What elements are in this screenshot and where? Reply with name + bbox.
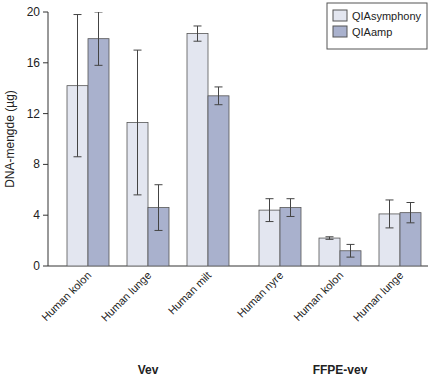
error-cap: [266, 221, 274, 222]
error-cap: [95, 65, 103, 66]
error-bar: [194, 26, 202, 41]
error-line: [410, 203, 411, 223]
y-tick: [43, 164, 48, 165]
legend: QIAsymphony QIAamp: [327, 3, 427, 49]
y-tick: [43, 12, 48, 13]
error-cap: [134, 50, 142, 51]
error-cap: [347, 244, 355, 245]
legend-label: QIAamp: [352, 26, 392, 38]
y-tick-label: 0: [33, 259, 40, 273]
error-bar: [347, 244, 355, 257]
y-tick: [43, 62, 48, 63]
y-tick-label: 4: [33, 208, 40, 222]
error-bar: [134, 50, 142, 195]
error-cap: [74, 156, 82, 157]
x-tick-label: Human kolon: [291, 269, 345, 323]
error-cap: [287, 216, 295, 217]
error-cap: [74, 14, 82, 15]
chart: 048121620DNA-mengde (µg)Human kolonHuman…: [0, 0, 431, 382]
error-cap: [386, 227, 394, 228]
error-line: [98, 12, 99, 65]
error-cap: [287, 198, 295, 199]
x-tick-label: Human lunge: [351, 269, 406, 324]
error-cap: [326, 236, 334, 237]
x-tick-label: Human kolon: [39, 269, 93, 323]
y-tick-label: 16: [27, 56, 41, 70]
y-tick: [43, 266, 48, 267]
error-bar: [74, 15, 82, 157]
y-tick-label: 20: [27, 5, 41, 19]
error-bar: [266, 199, 274, 222]
bar: [319, 238, 340, 266]
error-line: [290, 199, 291, 217]
error-bar: [287, 199, 295, 217]
x-tick-label: Human milt: [166, 269, 214, 317]
y-axis: [48, 12, 49, 266]
error-cap: [407, 222, 415, 223]
bar: [88, 39, 109, 266]
bars: [67, 12, 421, 266]
error-line: [269, 199, 270, 222]
bar: [280, 208, 301, 266]
error-bar: [407, 203, 415, 223]
error-line: [218, 87, 219, 105]
error-line: [137, 50, 138, 195]
bar: [208, 96, 229, 266]
error-cap: [215, 104, 223, 105]
error-bar: [326, 237, 334, 240]
error-line: [197, 26, 198, 41]
y-tick: [43, 113, 48, 114]
legend-swatch: [333, 10, 347, 21]
error-cap: [95, 12, 103, 13]
group-label: Vev: [138, 363, 159, 377]
error-cap: [134, 194, 142, 195]
error-bar: [386, 200, 394, 228]
error-bar: [215, 87, 223, 105]
error-cap: [215, 86, 223, 87]
error-cap: [386, 199, 394, 200]
bar: [187, 34, 208, 266]
legend-box: [327, 3, 427, 49]
error-bar: [95, 12, 103, 65]
error-cap: [155, 230, 163, 231]
error-cap: [347, 257, 355, 258]
error-cap: [407, 202, 415, 203]
error-line: [389, 200, 390, 228]
y-tick: [43, 215, 48, 216]
y-tick-label: 8: [33, 157, 40, 171]
error-cap: [266, 198, 274, 199]
y-axis-label: DNA-mengde (µg): [3, 90, 17, 188]
error-line: [77, 15, 78, 157]
y-tick-label: 12: [27, 107, 41, 121]
error-cap: [194, 25, 202, 26]
error-line: [350, 244, 351, 257]
error-cap: [194, 41, 202, 42]
error-cap: [155, 184, 163, 185]
error-cap: [326, 239, 334, 240]
error-line: [158, 185, 159, 231]
x-tick-label: Human nyre: [235, 269, 286, 320]
legend-label: QIAsymphony: [352, 10, 422, 22]
group-label: FFPE-vev: [313, 363, 368, 377]
x-tick-label: Human lunge: [99, 269, 154, 324]
error-bar: [155, 185, 163, 231]
legend-swatch: [333, 26, 347, 37]
